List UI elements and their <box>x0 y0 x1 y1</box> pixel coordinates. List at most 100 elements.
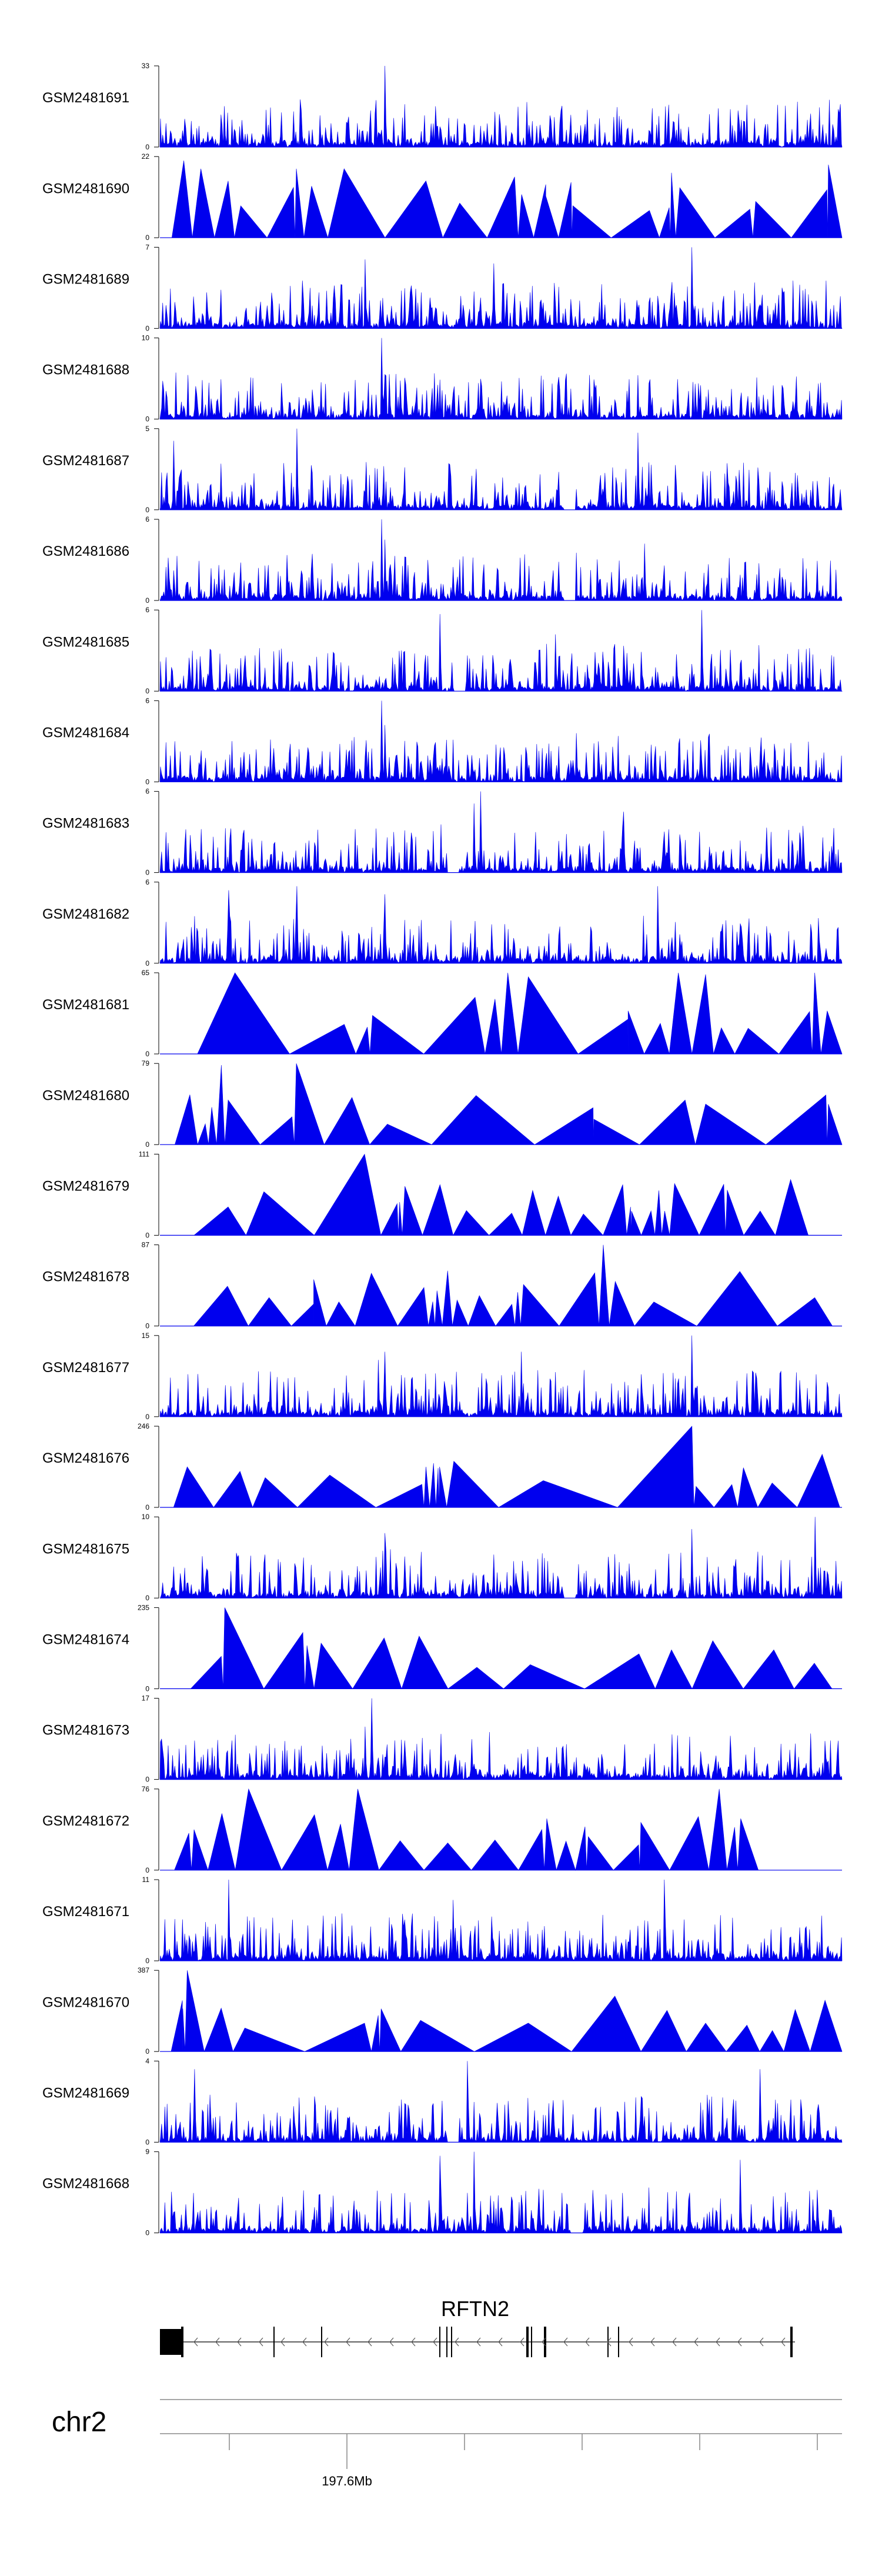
y-min-label: 0 <box>145 1140 149 1149</box>
strand-chevron <box>302 2337 307 2347</box>
exon-mark <box>607 2327 609 2357</box>
track-label: GSM2481680 <box>42 1087 129 1103</box>
coverage-area <box>159 247 843 329</box>
track-label: GSM2481682 <box>42 906 129 922</box>
strand-chevron <box>259 2337 263 2347</box>
track-GSM2481677: GSM2481677 15 0 <box>42 1332 843 1421</box>
strand-chevron <box>193 2337 198 2347</box>
y-min-label: 0 <box>145 415 149 423</box>
coverage-area <box>160 1244 842 1327</box>
coverage-area <box>160 1607 842 1690</box>
y-min-label: 0 <box>145 2229 149 2237</box>
coverage-tracks: GSM2481691330GSM2481690220GSM248168970GS… <box>42 62 843 2237</box>
strand-chevron <box>520 2337 524 2347</box>
y-min-label: 0 <box>145 596 149 605</box>
coverage-area <box>159 519 843 601</box>
y-min-label: 0 <box>145 1776 149 1784</box>
chromosome-label: chr2 <box>52 2407 106 2438</box>
y-max-label: 15 <box>142 1332 150 1340</box>
coverage-area <box>159 1698 843 1780</box>
y-min-label: 0 <box>145 1684 149 1693</box>
y-max-label: 4 <box>145 2057 149 2065</box>
gene-label: RFTN2 <box>441 2297 509 2321</box>
track-label: GSM2481673 <box>42 1723 129 1739</box>
y-min-label: 0 <box>145 869 149 877</box>
y-max-label: 246 <box>138 1422 149 1430</box>
coverage-area <box>159 791 843 873</box>
track-GSM2481687: GSM2481687 5 0 <box>42 425 843 514</box>
strand-chevron <box>737 2337 742 2347</box>
y-min-label: 0 <box>145 324 149 332</box>
track-GSM2481688: GSM2481688 10 0 <box>42 334 843 423</box>
track-GSM2481685: GSM2481685 6 0 <box>42 606 843 695</box>
strand-chevron <box>389 2337 394 2347</box>
strand-chevron <box>585 2337 590 2347</box>
strand-arrows <box>193 2337 786 2347</box>
y-max-label: 6 <box>145 606 149 614</box>
y-max-label: 6 <box>145 515 149 523</box>
strand-chevron <box>455 2337 459 2347</box>
strand-chevron <box>716 2337 720 2347</box>
track-label: GSM2481670 <box>42 1994 129 2010</box>
track-GSM2481669: GSM2481669 4 0 <box>42 2057 843 2146</box>
track-label: GSM2481677 <box>42 1360 129 1376</box>
track-GSM2481683: GSM2481683 6 0 <box>42 788 843 877</box>
y-max-label: 17 <box>142 1694 150 1703</box>
strand-chevron <box>629 2337 633 2347</box>
coverage-area <box>159 1335 843 1417</box>
track-label: GSM2481674 <box>42 1632 129 1648</box>
track-label: GSM2481689 <box>42 272 129 288</box>
exon-markers <box>181 2327 793 2357</box>
track-label: GSM2481687 <box>42 453 129 469</box>
y-min-label: 0 <box>145 1594 149 1602</box>
track-GSM2481679: GSM2481679 111 0 <box>42 1150 842 1239</box>
y-max-label: 11 <box>142 1876 150 1884</box>
coverage-area <box>159 886 843 964</box>
track-label: GSM2481681 <box>42 997 129 1013</box>
genome-axis: chr2 197.6Mb <box>52 2399 842 2488</box>
y-max-label: 387 <box>138 1966 149 1974</box>
track-label: GSM2481675 <box>42 1541 129 1557</box>
gene-model-track: RFTN2 <box>160 2297 795 2357</box>
strand-chevron <box>563 2337 568 2347</box>
coverage-area <box>159 700 843 783</box>
track-label: GSM2481672 <box>42 1813 129 1829</box>
y-max-label: 10 <box>142 1513 150 1521</box>
y-max-label: 87 <box>142 1241 150 1249</box>
y-max-label: 5 <box>145 425 149 433</box>
y-min-label: 0 <box>145 1503 149 1511</box>
track-GSM2481680: GSM2481680 79 0 <box>42 1059 843 1149</box>
strand-chevron <box>280 2337 285 2347</box>
exon-mark <box>531 2327 532 2357</box>
strand-chevron <box>694 2337 699 2347</box>
y-min-label: 0 <box>145 1413 149 1421</box>
exon-mark <box>321 2327 322 2357</box>
track-label: GSM2481679 <box>42 1179 129 1194</box>
y-min-label: 0 <box>145 687 149 695</box>
y-min-label: 0 <box>145 233 149 242</box>
track-label: GSM2481686 <box>42 543 129 559</box>
exon-mark <box>544 2327 546 2357</box>
exon-mark <box>439 2327 440 2357</box>
strand-chevron <box>368 2337 372 2347</box>
exon-mark <box>790 2327 793 2357</box>
track-label: GSM2481668 <box>42 2176 129 2192</box>
strand-chevron <box>607 2337 612 2347</box>
coverage-area <box>159 65 843 148</box>
track-GSM2481672: GSM2481672 76 0 <box>42 1785 842 1874</box>
track-GSM2481673: GSM2481673 17 0 <box>42 1694 843 1784</box>
y-max-label: 33 <box>142 62 150 70</box>
track-GSM2481678: GSM2481678 87 0 <box>42 1241 842 1330</box>
y-max-label: 9 <box>145 2148 149 2156</box>
y-max-label: 10 <box>142 334 150 342</box>
coverage-area <box>159 428 843 510</box>
exon-mark <box>273 2327 275 2357</box>
track-label: GSM2481685 <box>42 634 129 650</box>
track-GSM2481684: GSM2481684 6 0 <box>42 696 843 786</box>
y-min-label: 0 <box>145 506 149 514</box>
track-label: GSM2481671 <box>42 1904 129 1920</box>
y-min-label: 0 <box>145 1050 149 1058</box>
y-min-label: 0 <box>145 1866 149 1874</box>
strand-chevron <box>781 2337 786 2347</box>
